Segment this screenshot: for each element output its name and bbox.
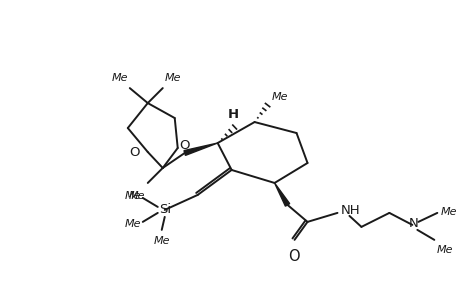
Text: Me: Me	[153, 236, 170, 246]
Text: O: O	[287, 249, 299, 264]
Text: NH: NH	[340, 204, 359, 218]
Text: Me: Me	[271, 92, 287, 102]
Text: Me: Me	[111, 73, 128, 83]
Text: N: N	[408, 218, 417, 230]
Text: Me: Me	[164, 73, 181, 83]
Text: H: H	[228, 108, 239, 121]
Text: Me: Me	[128, 191, 145, 201]
Text: Si: Si	[158, 203, 170, 216]
Polygon shape	[184, 143, 217, 155]
Text: Me: Me	[124, 191, 140, 201]
Text: Me: Me	[436, 245, 452, 255]
Text: O: O	[129, 146, 140, 160]
Text: Me: Me	[124, 219, 140, 229]
Polygon shape	[274, 183, 289, 206]
Text: Me: Me	[439, 207, 456, 217]
Text: O: O	[179, 139, 190, 152]
